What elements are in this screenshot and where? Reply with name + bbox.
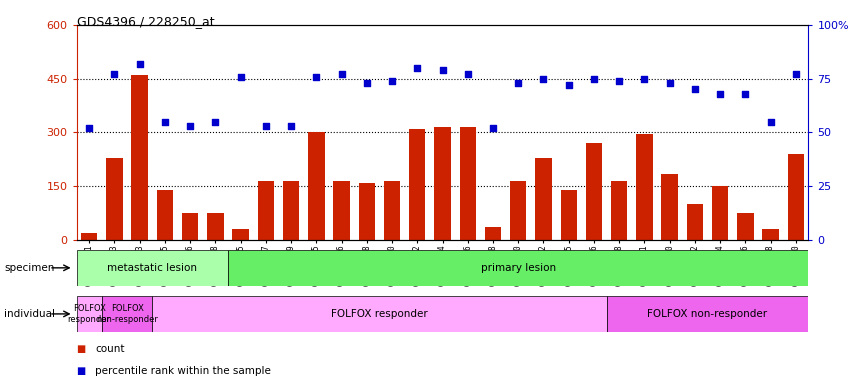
Bar — [434, 127, 451, 240]
Bar — [77, 296, 102, 332]
Point — [133, 61, 146, 67]
Bar — [788, 154, 804, 240]
Bar — [737, 213, 753, 240]
Text: GDS4396 / 228250_at: GDS4396 / 228250_at — [77, 15, 214, 28]
Point — [410, 65, 424, 71]
Text: FOLFOX
non-responder: FOLFOX non-responder — [96, 304, 158, 324]
Point — [587, 76, 601, 82]
Text: metastatic lesion: metastatic lesion — [107, 263, 197, 273]
Point — [789, 71, 802, 78]
Point — [334, 71, 348, 78]
Text: specimen: specimen — [4, 263, 54, 273]
Bar — [687, 204, 703, 240]
Bar — [207, 213, 224, 240]
Text: individual: individual — [4, 309, 55, 319]
Bar — [409, 129, 426, 240]
Bar — [283, 181, 300, 240]
Bar — [228, 250, 808, 286]
Point — [764, 119, 778, 125]
Text: percentile rank within the sample: percentile rank within the sample — [95, 366, 271, 376]
Point — [739, 91, 752, 97]
Bar — [182, 213, 198, 240]
Bar — [561, 190, 577, 240]
Bar — [308, 132, 324, 240]
Point — [461, 71, 475, 78]
Bar — [106, 157, 123, 240]
Point — [284, 123, 298, 129]
Text: count: count — [95, 344, 125, 354]
Point — [486, 125, 500, 131]
Point — [107, 71, 121, 78]
Bar — [77, 250, 228, 286]
Text: FOLFOX non-responder: FOLFOX non-responder — [648, 309, 768, 319]
Point — [310, 73, 323, 79]
Bar — [334, 181, 350, 240]
Bar — [152, 296, 607, 332]
Point — [537, 76, 551, 82]
Bar — [358, 183, 375, 240]
Point — [663, 80, 677, 86]
Point — [688, 86, 702, 93]
Bar — [637, 134, 653, 240]
Point — [158, 119, 172, 125]
Point — [613, 78, 626, 84]
Point — [259, 123, 272, 129]
Bar — [762, 229, 779, 240]
Bar — [535, 157, 551, 240]
Bar — [585, 143, 603, 240]
Point — [234, 73, 248, 79]
Bar — [485, 227, 501, 240]
Bar — [131, 75, 148, 240]
Bar — [460, 127, 476, 240]
Point — [562, 82, 575, 88]
Point — [360, 80, 374, 86]
Bar — [81, 233, 97, 240]
Bar — [510, 181, 527, 240]
Text: primary lesion: primary lesion — [481, 263, 556, 273]
Point — [713, 91, 727, 97]
Bar — [712, 186, 728, 240]
Bar — [157, 190, 173, 240]
Text: FOLFOX
responder: FOLFOX responder — [68, 304, 111, 324]
Bar — [258, 181, 274, 240]
Point — [183, 123, 197, 129]
Text: ■: ■ — [77, 366, 86, 376]
Point — [436, 67, 449, 73]
Point — [208, 119, 222, 125]
Point — [386, 78, 399, 84]
Bar — [661, 174, 678, 240]
Bar — [232, 229, 248, 240]
Bar — [102, 296, 152, 332]
Bar — [611, 181, 627, 240]
Point — [511, 80, 525, 86]
Text: FOLFOX responder: FOLFOX responder — [331, 309, 428, 319]
Bar — [384, 181, 400, 240]
Point — [637, 76, 651, 82]
Text: ■: ■ — [77, 344, 86, 354]
Bar — [607, 296, 808, 332]
Point — [83, 125, 96, 131]
